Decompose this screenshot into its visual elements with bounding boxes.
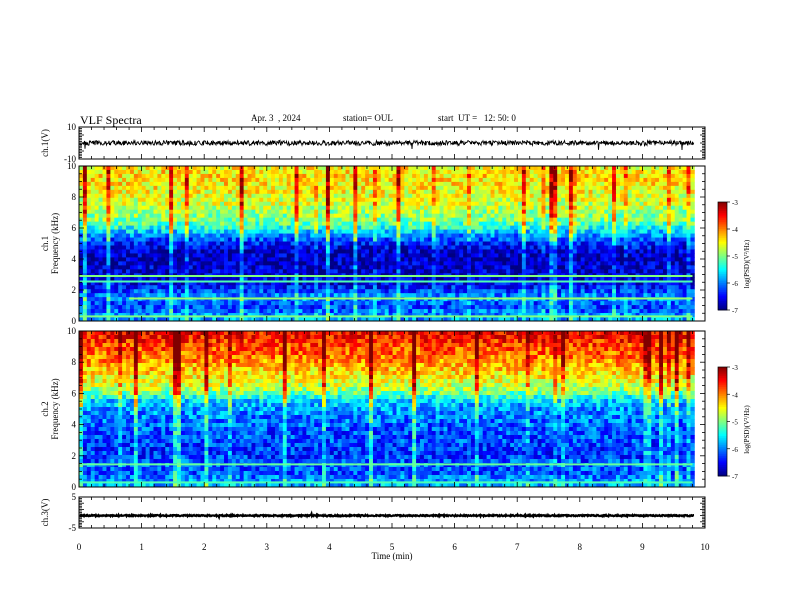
x-tick-label: 10 xyxy=(701,542,711,552)
y-tick-label: 8 xyxy=(72,192,77,202)
colorbar-tick-label: -4 xyxy=(732,391,738,399)
y-tick-label: 5 xyxy=(72,492,77,502)
y-tick-label: 8 xyxy=(72,357,77,367)
colorbar-tick-label: -4 xyxy=(732,226,738,234)
y-tick-label: 0 xyxy=(72,316,77,326)
y-tick-label: 10 xyxy=(67,161,77,171)
x-tick-label: 3 xyxy=(265,542,270,552)
y-axis-label: ch.2 xyxy=(40,401,50,416)
station-label: station= OUL xyxy=(343,113,393,123)
colorbar-tick-label: -3 xyxy=(732,364,738,372)
y-tick-label: 6 xyxy=(72,223,77,233)
colorbar-tick-label: -5 xyxy=(732,253,738,261)
x-axis: 0 1 2 3 4 5 6 7 8 9 10 Time (min) xyxy=(77,542,710,561)
x-tick-label: 7 xyxy=(515,542,520,552)
colorbar: -3 -4 -5 -6 -7 log(PSD)(V²/Hz) xyxy=(717,199,751,315)
colorbar-tick-label: -3 xyxy=(732,199,738,207)
panel-ch3-waveform: 5 -5 ch.3(V) xyxy=(40,492,706,533)
waveform-trace xyxy=(79,510,695,521)
x-tick-label: 2 xyxy=(202,542,207,552)
spectrogram-image xyxy=(79,331,695,488)
waveform-trace xyxy=(79,138,695,150)
colorbar: -3 -4 -5 -6 -7 log(PSD)(V²/Hz) xyxy=(717,364,751,481)
x-tick-label: 8 xyxy=(578,542,583,552)
y-tick-label: 10 xyxy=(67,326,77,336)
y-tick-label: 6 xyxy=(72,388,77,398)
x-tick-label: 5 xyxy=(390,542,395,552)
y-axis-label: Frequency (kHz) xyxy=(50,378,60,439)
spectrogram-image xyxy=(79,166,695,322)
colorbar-tick-label: -7 xyxy=(732,307,738,315)
y-axis-label: ch.1 xyxy=(40,236,50,251)
x-tick-label: 9 xyxy=(640,542,645,552)
y-tick-label: 4 xyxy=(72,420,77,430)
panel-ch1-spectrogram: 10 8 6 4 2 0 ch.1 Frequency (kHz) xyxy=(40,161,706,326)
x-tick-label: 0 xyxy=(77,542,82,552)
panel-ch2-spectrogram: 10 8 6 4 2 0 ch.2 Frequency (kHz) xyxy=(40,326,706,492)
y-axis-label: Frequency (kHz) xyxy=(50,213,60,274)
y-tick-label: 10 xyxy=(67,122,77,132)
y-tick-label: 4 xyxy=(72,254,77,264)
panel-ch1-waveform: 10 -10 ch.1(V) xyxy=(40,122,706,164)
colorbar-label: log(PSD)(V²/Hz) xyxy=(743,239,751,288)
start-time-label: start UT = 12: 50: 0 xyxy=(438,113,516,123)
colorbar-tick-label: -6 xyxy=(732,446,738,454)
x-tick-label: 4 xyxy=(327,542,332,552)
x-tick-label: 6 xyxy=(452,542,457,552)
chart-title: VLF Spectra xyxy=(80,113,142,127)
colorbar-label: log(PSD)(V²/Hz) xyxy=(743,405,751,454)
x-axis-label: Time (min) xyxy=(372,551,413,561)
date-label: Apr. 3 , 2024 xyxy=(251,113,301,123)
y-axis-label: ch.1(V) xyxy=(40,129,50,157)
y-tick-label: 0 xyxy=(72,482,77,492)
x-tick-label: 1 xyxy=(139,542,144,552)
colorbar-tick-label: -5 xyxy=(732,419,738,427)
y-tick-label: 2 xyxy=(72,285,77,295)
y-tick-label: -5 xyxy=(69,523,77,533)
y-axis-label: ch.3(V) xyxy=(40,499,50,527)
colorbar-tick-label: -7 xyxy=(732,473,738,481)
y-tick-label: -10 xyxy=(64,154,76,164)
y-tick-label: 2 xyxy=(72,451,77,461)
colorbar-tick-label: -6 xyxy=(732,280,738,288)
